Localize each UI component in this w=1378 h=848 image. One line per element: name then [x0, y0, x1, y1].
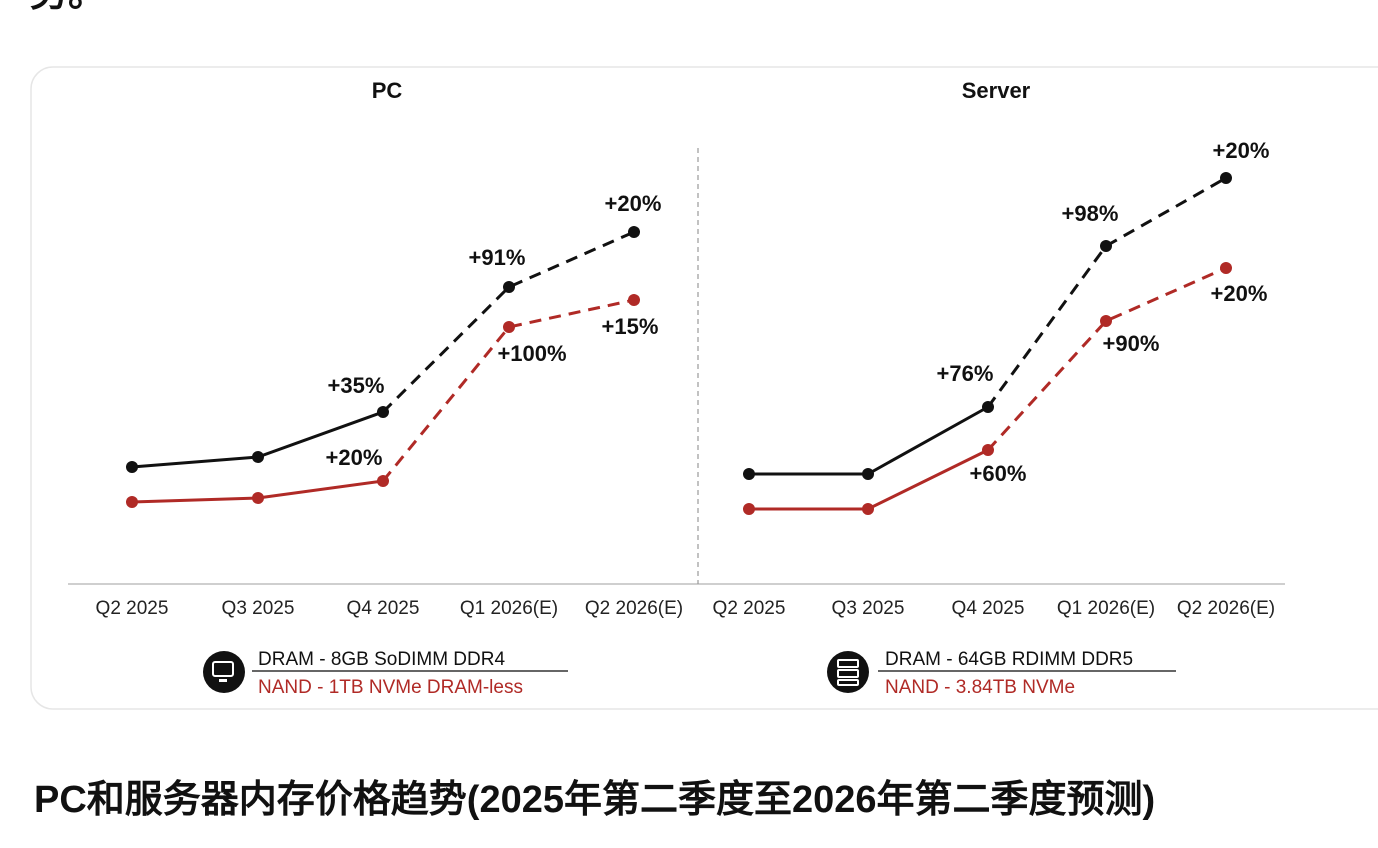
- point: [252, 451, 264, 463]
- card: [30, 66, 1378, 710]
- legend-icon: [827, 651, 869, 693]
- x-tick-label: Q4 2025: [347, 598, 420, 619]
- legend-label: DRAM - 8GB SoDIMM DDR4: [258, 649, 505, 670]
- series-line-forecast: [986, 176, 1227, 408]
- legend-label: NAND - 3.84TB NVMe: [885, 677, 1075, 698]
- point: [1220, 172, 1232, 184]
- point: [1100, 315, 1112, 327]
- chart-title: PC: [372, 78, 403, 103]
- top-fragment: 势。: [30, 0, 106, 15]
- x-tick-label: Q2 2025: [96, 598, 169, 619]
- annotation: +60%: [970, 461, 1027, 486]
- point: [1100, 240, 1112, 252]
- x-tick-label: Q2 2026(E): [585, 598, 683, 619]
- point: [503, 281, 515, 293]
- point: [862, 468, 874, 480]
- x-tick-label: Q2 2025: [713, 598, 786, 619]
- annotation: +20%: [605, 191, 662, 216]
- annotation: +90%: [1103, 331, 1160, 356]
- series-line-forecast: [381, 298, 635, 482]
- caption: PC和服务器内存价格趋势(2025年第二季度至2026年第二季度预测): [34, 779, 1155, 821]
- series-line-forecast: [381, 230, 635, 414]
- point: [628, 226, 640, 238]
- x-tick-label: Q3 2025: [832, 598, 905, 619]
- series-line-forecast: [986, 266, 1227, 452]
- point: [862, 503, 874, 515]
- annotation: +98%: [1062, 201, 1119, 226]
- point: [982, 401, 994, 413]
- annotation: +15%: [602, 314, 659, 339]
- chart-title: Server: [962, 78, 1031, 103]
- annotation: +91%: [469, 245, 526, 270]
- annotation: +35%: [328, 373, 385, 398]
- x-tick-label: Q1 2026(E): [1057, 598, 1155, 619]
- annotation: +20%: [1211, 281, 1268, 306]
- point: [743, 468, 755, 480]
- point: [377, 406, 389, 418]
- legend-label: DRAM - 64GB RDIMM DDR5: [885, 649, 1133, 670]
- point: [503, 321, 515, 333]
- x-tick-label: Q3 2025: [222, 598, 295, 619]
- annotation: +20%: [1213, 138, 1270, 163]
- annotation: +20%: [326, 445, 383, 470]
- legend-icon: [203, 651, 245, 693]
- point: [743, 503, 755, 515]
- x-tick-label: Q4 2025: [952, 598, 1025, 619]
- point: [628, 294, 640, 306]
- point: [982, 444, 994, 456]
- point: [1220, 262, 1232, 274]
- x-tick-label: Q2 2026(E): [1177, 598, 1275, 619]
- point: [377, 475, 389, 487]
- point: [252, 492, 264, 504]
- x-tick-label: Q1 2026(E): [460, 598, 558, 619]
- point: [126, 461, 138, 473]
- legend-label: NAND - 1TB NVMe DRAM-less: [258, 677, 523, 698]
- point: [126, 496, 138, 508]
- annotation: +100%: [497, 341, 566, 366]
- annotation: +76%: [937, 361, 994, 386]
